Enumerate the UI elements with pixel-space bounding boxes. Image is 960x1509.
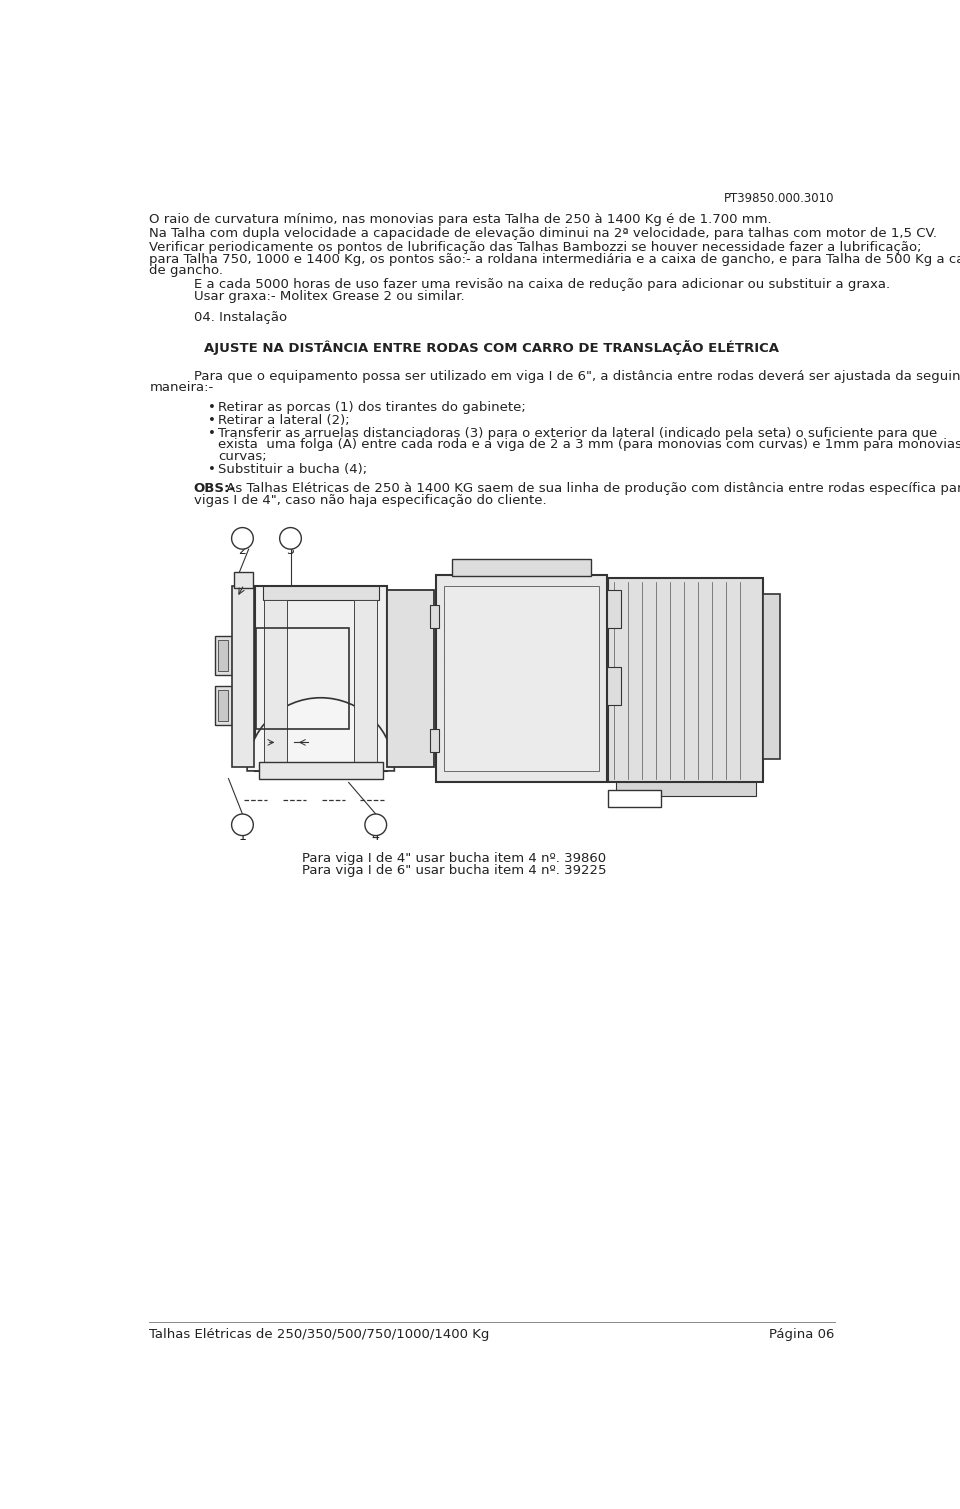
Bar: [436, 575, 607, 783]
Bar: [255, 628, 348, 640]
Text: Verificar periodicamente os pontos de lubrificação das Talhas Bambozzi se houver: Verificar periodicamente os pontos de lu…: [150, 241, 922, 254]
Bar: [444, 585, 599, 771]
Text: •: •: [207, 400, 215, 413]
Bar: [219, 640, 228, 672]
Wedge shape: [247, 697, 395, 771]
Text: As Talhas Elétricas de 250 à 1400 KG saem de sua linha de produção com distância: As Talhas Elétricas de 250 à 1400 KG sae…: [223, 483, 960, 495]
Text: PT39850.000.3010: PT39850.000.3010: [724, 192, 834, 205]
Text: curvas;: curvas;: [219, 450, 267, 463]
Text: 3: 3: [287, 543, 295, 557]
Text: Talhas Elétricas de 250/350/500/750/1000/1400 Kg: Talhas Elétricas de 250/350/500/750/1000…: [150, 1328, 490, 1342]
Bar: [616, 783, 756, 797]
Bar: [232, 585, 254, 767]
Circle shape: [365, 813, 387, 836]
Circle shape: [231, 813, 253, 836]
Bar: [607, 667, 621, 705]
Text: de gancho.: de gancho.: [150, 264, 224, 278]
Bar: [354, 601, 377, 771]
Bar: [430, 729, 440, 751]
Text: 1: 1: [238, 830, 247, 844]
Bar: [388, 590, 434, 767]
Bar: [214, 687, 231, 724]
Text: 04. Instalação: 04. Instalação: [194, 311, 287, 324]
Bar: [214, 637, 231, 675]
Text: 4: 4: [372, 830, 380, 844]
Text: Na Talha com dupla velocidade a capacidade de elevação diminui na 2ª velocidade,: Na Talha com dupla velocidade a capacida…: [150, 228, 938, 240]
Bar: [264, 601, 287, 771]
Text: 2: 2: [238, 543, 247, 557]
Text: Para que o equipamento possa ser utilizado em viga I de 6", a distância entre ro: Para que o equipamento possa ser utiliza…: [194, 370, 960, 383]
Text: Página 06: Página 06: [769, 1328, 834, 1342]
Bar: [296, 640, 308, 718]
Text: •: •: [207, 413, 215, 427]
Bar: [255, 718, 348, 729]
Circle shape: [231, 528, 253, 549]
Bar: [763, 595, 780, 759]
Text: •: •: [207, 463, 215, 475]
Bar: [430, 605, 440, 628]
Bar: [452, 560, 591, 576]
Bar: [219, 690, 228, 721]
Circle shape: [279, 528, 301, 549]
Bar: [609, 791, 660, 807]
Text: O raio de curvatura mínimo, nas monovias para esta Talha de 250 à 1400 Kg é de 1: O raio de curvatura mínimo, nas monovias…: [150, 213, 772, 226]
Text: Para viga I de 4" usar bucha item 4 nº. 39860: Para viga I de 4" usar bucha item 4 nº. …: [302, 851, 607, 865]
Text: TH002: TH002: [615, 794, 654, 807]
Bar: [609, 578, 763, 783]
Text: exista  uma folga (A) entre cada roda e a viga de 2 a 3 mm (para monovias com cu: exista uma folga (A) entre cada roda e a…: [219, 438, 960, 451]
Bar: [254, 585, 387, 771]
Bar: [234, 572, 252, 587]
Text: Usar graxa:- Molitex Grease 2 ou similar.: Usar graxa:- Molitex Grease 2 ou similar…: [194, 290, 465, 303]
Text: maneira:-: maneira:-: [150, 382, 214, 394]
Bar: [259, 762, 383, 779]
Text: AJUSTE NA DISTÂNCIA ENTRE RODAS COM CARRO DE TRANSLAÇÃO ELÉTRICA: AJUSTE NA DISTÂNCIA ENTRE RODAS COM CARR…: [204, 341, 780, 356]
Text: para Talha 750, 1000 e 1400 Kg, os pontos são:- a roldana intermediária e a caix: para Talha 750, 1000 e 1400 Kg, os ponto…: [150, 252, 960, 266]
Bar: [607, 590, 621, 628]
Bar: [263, 585, 379, 601]
Text: Transferir as arruelas distanciadoras (3) para o exterior da lateral (indicado p: Transferir as arruelas distanciadoras (3…: [219, 427, 938, 439]
Text: vigas I de 4", caso não haja especificação do cliente.: vigas I de 4", caso não haja especificaç…: [194, 493, 546, 507]
Text: Retirar a lateral (2);: Retirar a lateral (2);: [219, 413, 350, 427]
Text: Para viga I de 6" usar bucha item 4 nº. 39225: Para viga I de 6" usar bucha item 4 nº. …: [302, 865, 607, 877]
Text: Retirar as porcas (1) dos tirantes do gabinete;: Retirar as porcas (1) dos tirantes do ga…: [219, 400, 526, 413]
Text: Substituir a bucha (4);: Substituir a bucha (4);: [219, 463, 368, 475]
Text: OBS:-: OBS:-: [194, 483, 235, 495]
Bar: [255, 628, 348, 729]
Text: •: •: [207, 427, 215, 439]
Text: E a cada 5000 horas de uso fazer uma revisão na caixa de redução para adicionar : E a cada 5000 horas de uso fazer uma rev…: [194, 278, 890, 291]
